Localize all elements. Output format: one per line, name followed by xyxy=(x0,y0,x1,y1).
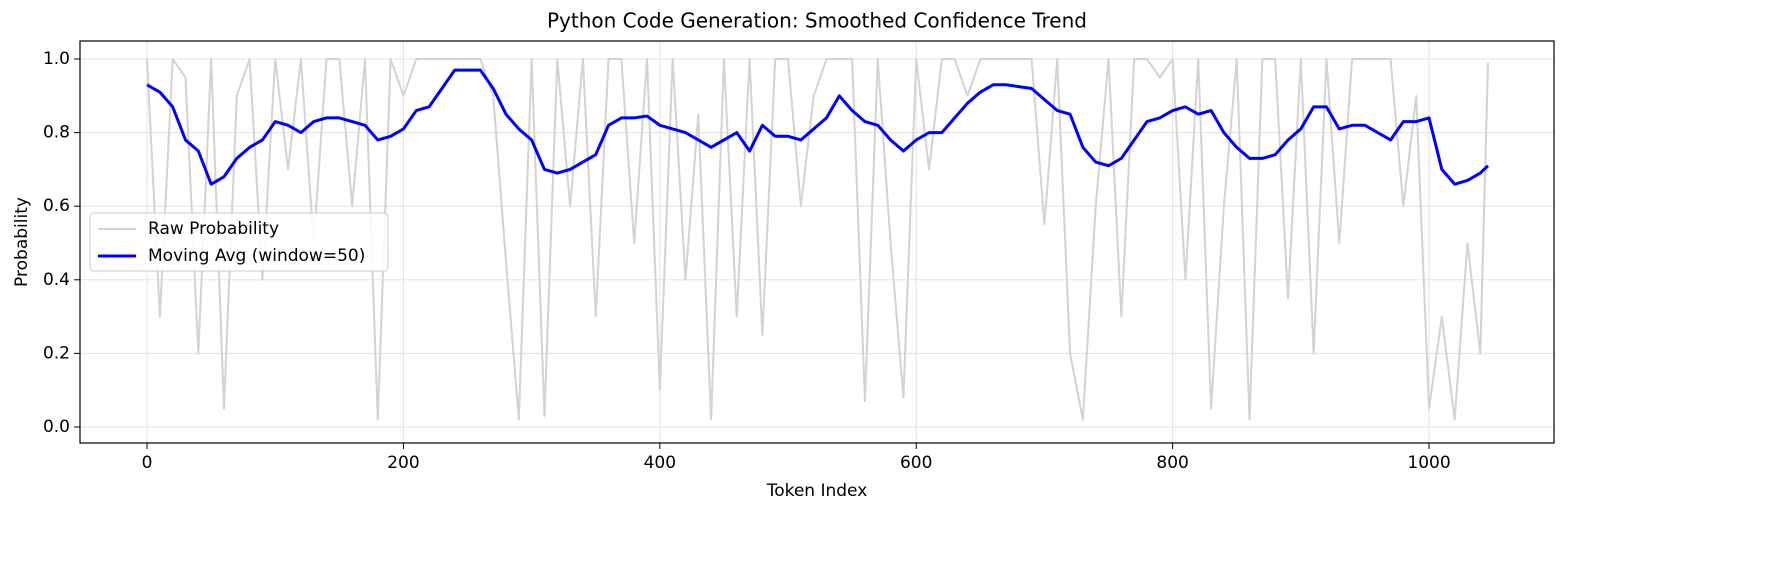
y-tick-label: 0.2 xyxy=(43,343,70,363)
chart-title: Python Code Generation: Smoothed Confide… xyxy=(547,9,1087,33)
y-tick-label: 0.8 xyxy=(43,123,70,143)
y-tick-label: 1.0 xyxy=(43,49,70,69)
x-tick-label: 400 xyxy=(644,453,676,473)
y-tick-label: 0.4 xyxy=(43,270,70,290)
y-tick-label: 0.0 xyxy=(43,417,70,437)
legend-label: Raw Probability xyxy=(148,219,279,239)
y-tick-label: 0.6 xyxy=(43,196,70,216)
x-tick-label: 200 xyxy=(387,453,419,473)
x-tick-label: 600 xyxy=(900,453,932,473)
x-axis-label: Token Index xyxy=(766,481,868,501)
legend-label: Moving Avg (window=50) xyxy=(148,246,365,266)
y-axis-label: Probability xyxy=(12,197,32,287)
series-line xyxy=(146,68,1490,186)
x-tick-label: 800 xyxy=(1156,453,1188,473)
plot-frame xyxy=(79,40,1555,444)
legend-box xyxy=(89,212,389,272)
x-tick-label: 1000 xyxy=(1407,453,1450,473)
x-tick-label: 0 xyxy=(142,453,153,473)
